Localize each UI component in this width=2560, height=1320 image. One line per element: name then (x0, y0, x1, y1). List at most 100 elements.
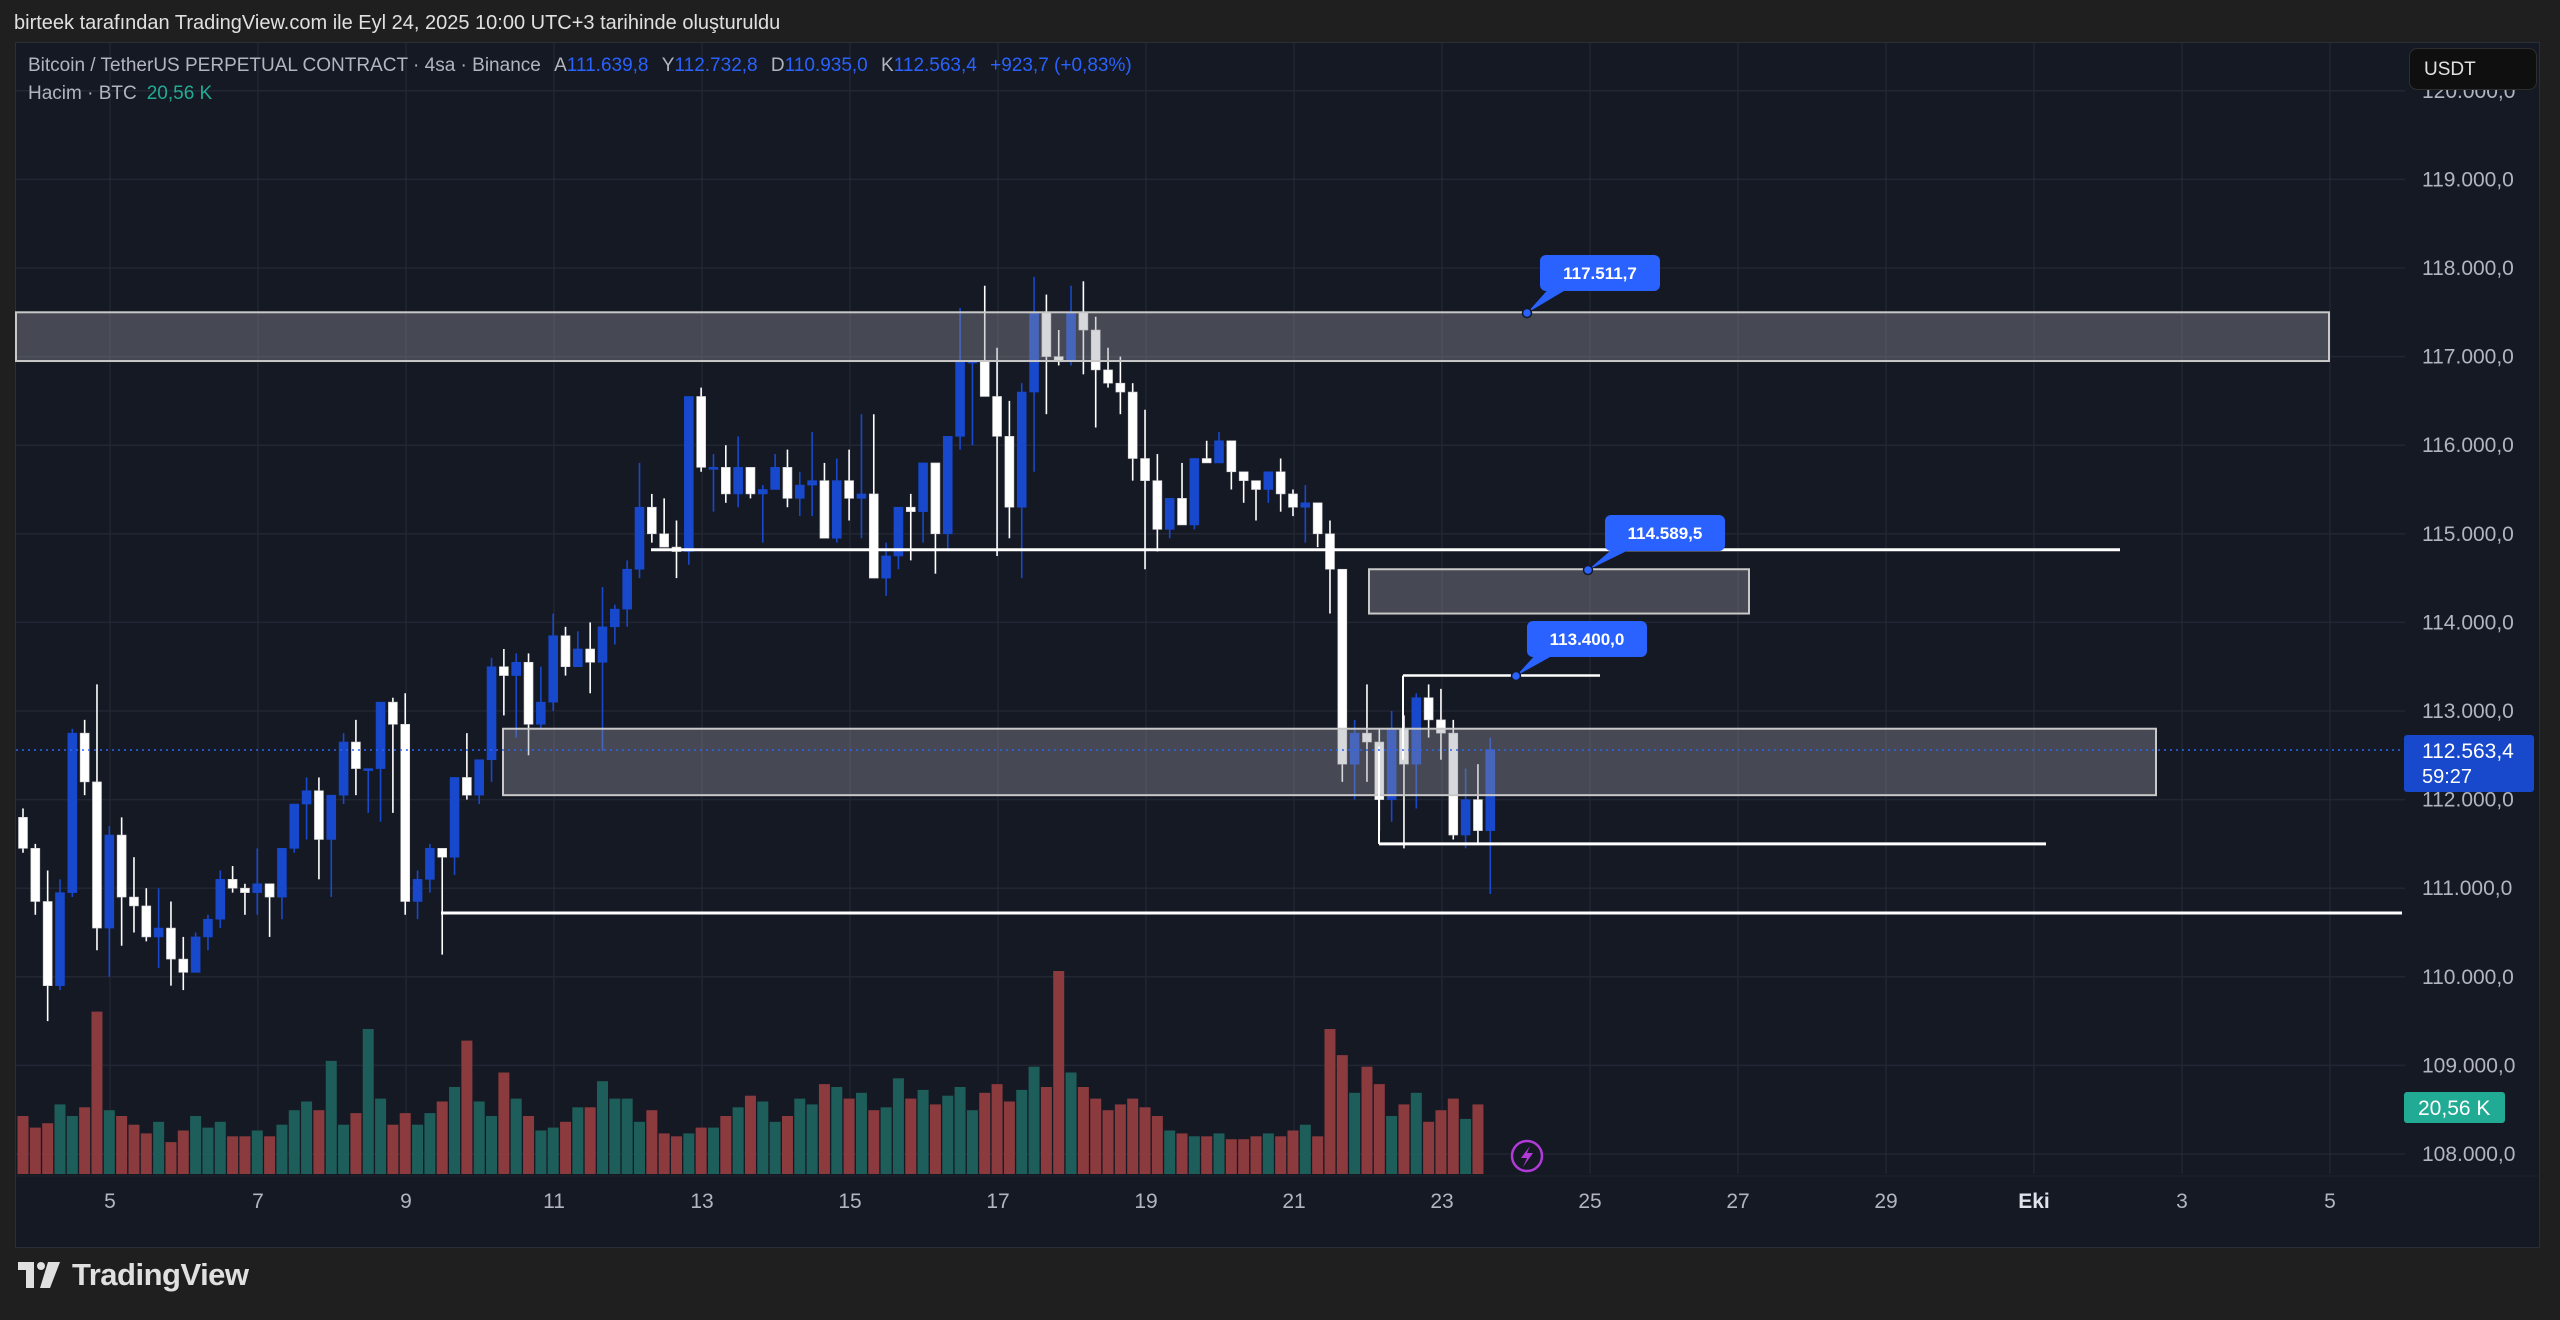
candle (1201, 458, 1212, 464)
tradingview-logo[interactable]: TradingView (18, 1257, 249, 1293)
volume-bar (1114, 1104, 1126, 1174)
volume-bar (880, 1107, 892, 1174)
candle (1103, 369, 1113, 384)
volume-bar (424, 1113, 436, 1174)
volume-bar (695, 1127, 707, 1174)
candle (807, 480, 817, 486)
volume-bar (165, 1142, 177, 1174)
volume-bar (350, 1113, 362, 1174)
candle (659, 533, 669, 548)
lightning-icon[interactable] (1510, 1139, 1544, 1173)
volume-bar (1225, 1139, 1237, 1174)
candle (486, 666, 497, 761)
volume-bar (621, 1098, 633, 1174)
candle (560, 635, 571, 668)
price-callout[interactable] (1605, 515, 1725, 551)
volume-bar (288, 1110, 300, 1174)
candle (634, 506, 645, 570)
volume-bar (436, 1101, 448, 1174)
upper-resistance-zone[interactable] (15, 311, 2330, 363)
volume-bar (991, 1084, 1003, 1174)
volume-badge (2404, 1092, 2505, 1123)
volume-bar (264, 1136, 276, 1174)
volume-bar (473, 1101, 485, 1174)
volume-bar (412, 1124, 424, 1174)
volume-bar (17, 1116, 29, 1174)
currency-button[interactable]: USDT (2409, 48, 2537, 90)
candle (573, 648, 583, 667)
price-tick: 108.000,0 (2422, 1143, 2515, 1166)
candle (893, 506, 904, 557)
symbol-title[interactable]: Bitcoin / TetherUS PERPETUAL CONTRACT · … (28, 55, 541, 76)
volume-bar (1238, 1139, 1250, 1174)
volume-bar (1213, 1133, 1225, 1174)
volume-bar (720, 1116, 732, 1174)
volume-bar (399, 1113, 411, 1174)
time-tick: 9 (400, 1190, 412, 1213)
volume-bar (855, 1092, 867, 1174)
candle (79, 732, 90, 783)
volume-value: 20,56 K (146, 83, 213, 104)
volume-bar (1139, 1107, 1151, 1174)
volume-bar (103, 1110, 115, 1174)
candle (1448, 732, 1459, 836)
volume-bar (979, 1092, 991, 1174)
time-tick: 5 (2324, 1190, 2336, 1213)
volume-bar (313, 1110, 325, 1174)
volume-bar (1361, 1066, 1373, 1174)
volume-bar (609, 1098, 621, 1174)
candle (400, 723, 411, 902)
change-value: +923,7 (+0,83%) (990, 55, 1132, 76)
volume-bar (1447, 1098, 1459, 1174)
volume-bar (202, 1127, 214, 1174)
time-tick: 19 (1134, 1190, 1157, 1213)
volume-bar (707, 1127, 719, 1174)
candle (955, 360, 965, 437)
candle (831, 480, 842, 539)
volume-bar (1077, 1087, 1089, 1174)
candle (782, 467, 793, 499)
candle (289, 803, 300, 849)
volume-bar (1188, 1136, 1200, 1174)
volume-label[interactable]: Hacim · BTC (28, 83, 137, 104)
volume-bar (917, 1089, 929, 1174)
volume-bar (153, 1121, 165, 1174)
candle (930, 462, 941, 535)
candle (1349, 732, 1360, 765)
volume-bar (868, 1110, 880, 1174)
time-tick: 13 (690, 1190, 713, 1213)
candle (55, 892, 65, 986)
bar-countdown: 59:27 (2422, 766, 2472, 788)
volume-bar (634, 1121, 645, 1174)
candle (412, 879, 423, 902)
lower-zone[interactable] (502, 727, 2157, 797)
volume-bar (276, 1124, 288, 1174)
price-callout[interactable] (1527, 621, 1647, 657)
candle (166, 927, 176, 960)
candle (1164, 498, 1175, 530)
volume-bar (584, 1107, 596, 1174)
candle (881, 555, 891, 579)
candle (1411, 697, 1422, 765)
volume-bar (510, 1098, 522, 1174)
volume-bar (1324, 1029, 1336, 1174)
candle (30, 848, 41, 902)
volume-bar (1127, 1098, 1139, 1174)
candle (536, 701, 546, 725)
middle-zone[interactable] (1368, 568, 1750, 615)
volume-bar (1336, 1055, 1348, 1174)
candle (1177, 498, 1187, 526)
volume-bar (1423, 1121, 1435, 1174)
callout-anchor-icon (1521, 307, 1533, 319)
time-tick: 15 (838, 1190, 861, 1213)
callout-anchor-icon (1510, 670, 1522, 682)
candle (1312, 502, 1323, 535)
candle (1288, 493, 1298, 508)
price-tick: 117.000,0 (2422, 346, 2514, 369)
candle (1300, 502, 1311, 508)
volume-bar (781, 1116, 793, 1174)
chart-panel[interactable] (15, 42, 2540, 1248)
price-tick: 115.000,0 (2422, 523, 2514, 546)
price-callout[interactable] (1540, 255, 1660, 291)
